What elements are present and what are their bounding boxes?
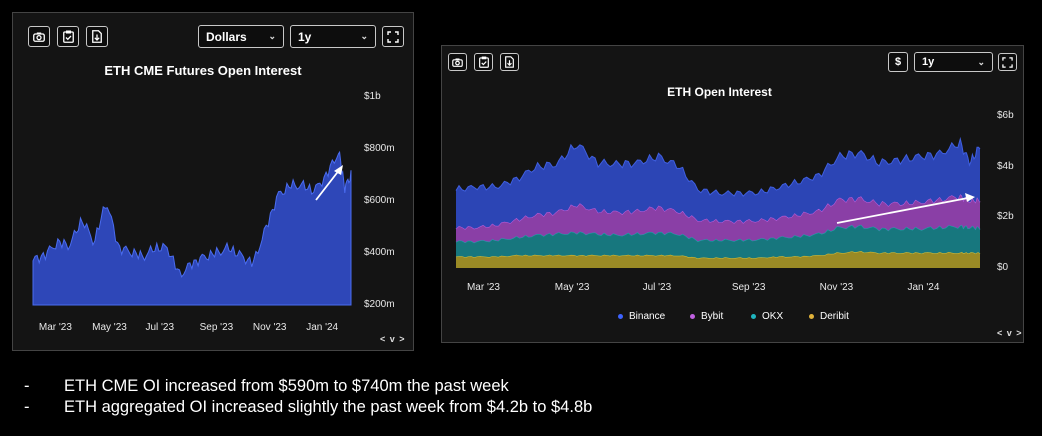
- chevron-down-icon: ⌄: [268, 31, 276, 41]
- y-tick-label: $4b: [997, 160, 1014, 172]
- clipboard-icon: [478, 56, 489, 68]
- y-tick-label: $0: [997, 262, 1009, 273]
- x-tick-label: Nov '23: [252, 322, 287, 333]
- legend-dot-icon: [618, 314, 623, 319]
- x-tick-label: Mar '23: [466, 282, 500, 293]
- range-select[interactable]: 1y ⌄: [290, 25, 376, 48]
- fullscreen-icon: [1002, 56, 1013, 68]
- legend-dot-icon: [690, 314, 695, 319]
- legend-item-binance[interactable]: Binance: [618, 311, 665, 322]
- file-download-icon: [92, 30, 102, 43]
- x-tick-label: Mar '23: [38, 322, 72, 333]
- chart-title: ETH CME Futures Open Interest: [104, 63, 302, 78]
- series-area-bybit: [456, 194, 980, 243]
- y-tick-label: $600m: [364, 195, 395, 206]
- legend-label: Binance: [629, 311, 666, 322]
- legend-label: OKX: [762, 311, 784, 322]
- legend-item-okx[interactable]: OKX: [751, 311, 783, 322]
- range-select[interactable]: 1y ⌄: [914, 52, 993, 72]
- range-select-value: 1y: [298, 29, 312, 44]
- currency-select[interactable]: Dollars ⌄: [198, 25, 284, 48]
- x-tick-label: May '23: [554, 282, 590, 293]
- fullscreen-icon: [387, 30, 399, 43]
- legend-item-bybit[interactable]: Bybit: [690, 311, 723, 322]
- bullet-dash: -: [24, 398, 30, 416]
- trend-arrow-line: [836, 197, 969, 224]
- bullet-dash: -: [24, 377, 30, 395]
- y-tick-label: $800m: [364, 143, 395, 154]
- currency-select-value: Dollars: [206, 29, 247, 44]
- x-tick-label: Sep '23: [199, 322, 234, 333]
- bullet-text: ETH CME OI increased from $590m to $740m…: [64, 377, 509, 395]
- chevron-down-icon: ⌄: [360, 31, 368, 41]
- bullet-text: ETH aggregated OI increased slightly the…: [64, 398, 593, 416]
- x-tick-label: Sep '23: [731, 282, 766, 293]
- legend-dot-icon: [809, 314, 814, 319]
- aggregated-oi-plot: [455, 136, 981, 268]
- series-area-deribit: [456, 251, 980, 268]
- x-tick-label: May '23: [92, 322, 127, 333]
- cme-chart-panel: Dollars ⌄ 1y ⌄ ETH CME Futures Open Inte…: [12, 12, 414, 351]
- range-select-value: 1y: [922, 56, 935, 68]
- copy-button[interactable]: [57, 26, 79, 47]
- y-tick-label: $200m: [364, 299, 395, 310]
- fullscreen-button[interactable]: [382, 26, 404, 47]
- x-tick-label: Jul '23: [145, 322, 175, 333]
- download-button[interactable]: [86, 26, 108, 47]
- x-tick-label: Jan '24: [907, 282, 940, 293]
- chart-title: ETH Open Interest: [667, 85, 772, 99]
- cme-chart-plot: [32, 150, 352, 306]
- legend-item-deribit[interactable]: Deribit: [809, 311, 849, 322]
- series-area-okx: [456, 224, 980, 259]
- chart-nav-controls[interactable]: < v >: [997, 328, 1023, 338]
- y-tick-label: $1b: [364, 91, 381, 102]
- legend-label: Bybit: [701, 311, 724, 322]
- y-tick-label: $6b: [997, 110, 1014, 121]
- y-tick-label: $2b: [997, 211, 1014, 223]
- currency-button[interactable]: $: [888, 52, 908, 72]
- trend-arrow-head: [965, 193, 975, 202]
- summary-bullets: - ETH CME OI increased from $590m to $74…: [24, 376, 592, 418]
- x-tick-label: Nov '23: [819, 282, 854, 293]
- fullscreen-button[interactable]: [998, 53, 1017, 71]
- download-button[interactable]: [500, 53, 519, 71]
- copy-button[interactable]: [474, 53, 493, 71]
- camera-icon: [33, 32, 45, 42]
- legend-label: Deribit: [820, 311, 849, 322]
- x-tick-label: Jul '23: [642, 282, 672, 293]
- trend-arrow-head: [334, 165, 343, 175]
- file-download-icon: [505, 56, 514, 68]
- screenshot-button[interactable]: [28, 26, 50, 47]
- y-tick-label: $400m: [364, 247, 395, 258]
- aggregated-oi-panel: $ 1y ⌄ ETH Open Interest < v > $0 $2b $4b $…: [441, 45, 1024, 343]
- series-area-binance: [456, 138, 980, 230]
- bullet-item: - ETH aggregated OI increased slightly t…: [24, 397, 592, 418]
- chevron-down-icon: ⌄: [977, 56, 985, 67]
- bullet-item: - ETH CME OI increased from $590m to $74…: [24, 376, 592, 397]
- series-edge-binance: [455, 136, 981, 197]
- clipboard-icon: [62, 30, 74, 43]
- trend-arrow-line: [315, 168, 341, 201]
- camera-icon: [452, 57, 463, 67]
- legend-dot-icon: [751, 314, 756, 319]
- x-tick-label: Jan '24: [306, 322, 339, 333]
- screenshot-button[interactable]: [448, 53, 467, 71]
- cme-oi-area: [32, 150, 352, 306]
- chart-nav-controls[interactable]: < v >: [380, 334, 406, 344]
